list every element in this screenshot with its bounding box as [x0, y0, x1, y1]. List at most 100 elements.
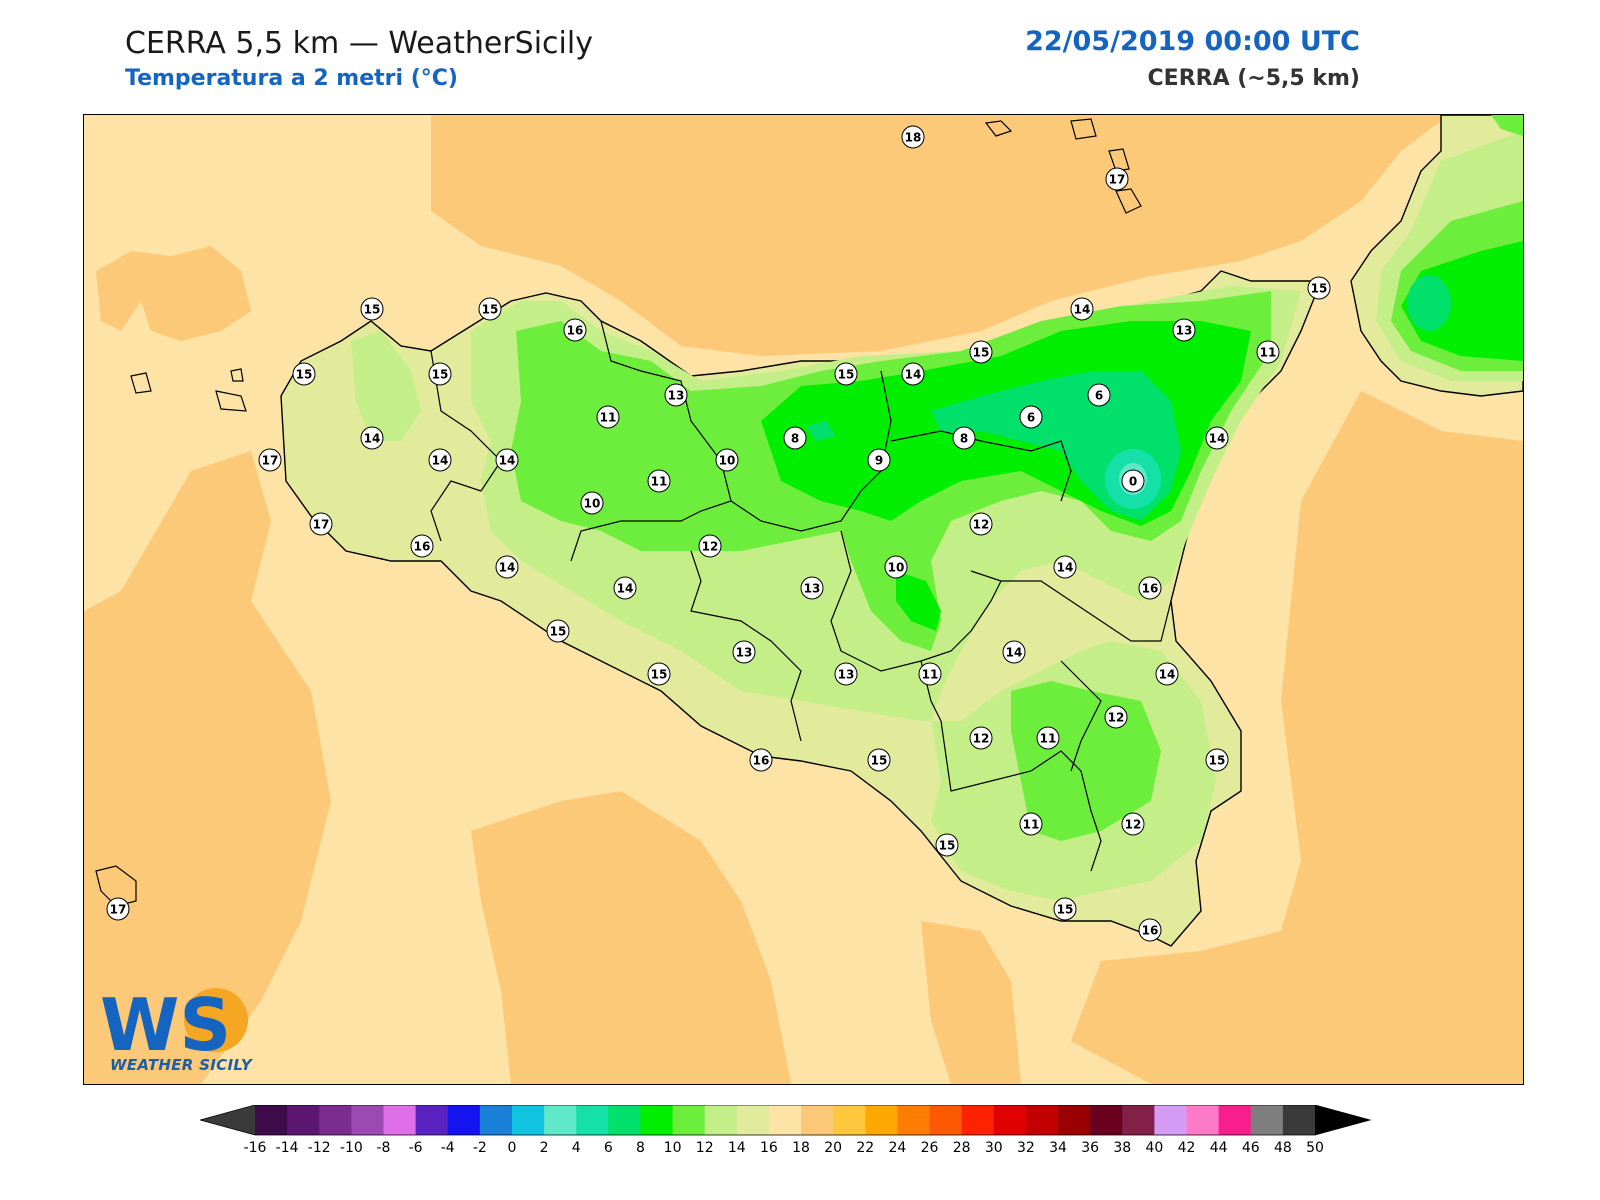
colorbar-tick-label: -2: [473, 1140, 487, 1156]
station-value: 14: [499, 561, 516, 575]
warm-sea-south-central: [471, 791, 791, 1084]
temperature-colorbar: -16 -14 -12 -10 -8 -6 -4 -2 0 2 4 6 8 10 12 14 16 18 20 22 2…: [200, 1105, 1372, 1156]
colorbar-arrow-max: [1315, 1105, 1370, 1135]
station-marker: [1053, 555, 1077, 579]
colorbar-swatch: [897, 1105, 931, 1135]
station-value: 16: [1142, 924, 1159, 938]
colorbar-swatch: [351, 1105, 384, 1135]
colorbar-swatch: [1250, 1105, 1284, 1135]
station-marker: [1019, 405, 1043, 429]
station-marker: [1155, 662, 1179, 686]
colorbar-swatch: [415, 1105, 449, 1135]
station-marker: [698, 534, 722, 558]
station-marker: [901, 125, 925, 149]
station-marker: [596, 405, 620, 429]
station-value: 14: [364, 432, 381, 446]
station-value: 15: [550, 625, 567, 639]
station-value: 16: [567, 324, 584, 338]
station-value: 6: [1027, 411, 1035, 425]
station-value: 16: [1142, 582, 1159, 596]
station-marker: [613, 576, 637, 600]
station-value: 14: [432, 454, 449, 468]
colorbar-tick-label: 40: [1145, 1140, 1163, 1156]
station-value: 11: [651, 475, 668, 489]
island-salina: [1070, 118, 1097, 140]
map-subtitle: Temperatura a 2 metri (°C): [125, 66, 458, 91]
station-value: 16: [414, 540, 431, 554]
island-egadi-3: [230, 368, 244, 382]
station-value: 14: [1159, 668, 1176, 682]
station-marker: [834, 662, 858, 686]
colorbar-tick-label: 48: [1274, 1140, 1292, 1156]
station-marker: [1172, 318, 1196, 342]
colorbar-swatch: [319, 1105, 352, 1135]
station-value: 15: [1311, 282, 1328, 296]
colorbar-swatch: [1025, 1105, 1059, 1135]
temp-band-10-south: [896, 571, 941, 631]
station-value: 12: [1125, 818, 1142, 832]
colorbar-tick-label: 18: [792, 1140, 810, 1156]
station-marker: [1105, 167, 1129, 191]
station-value: 16: [753, 754, 770, 768]
colorbar-swatch: [640, 1105, 674, 1135]
station-marker: [732, 640, 756, 664]
station-value: 12: [973, 518, 990, 532]
island-vulcano: [1115, 188, 1142, 214]
station-value: 15: [364, 303, 381, 317]
station-marker: [106, 897, 130, 921]
station-marker: [969, 726, 993, 750]
colorbar-tick-label: -10: [340, 1140, 363, 1156]
station-marker: [1138, 576, 1162, 600]
colorbar-tick-label: 32: [1017, 1140, 1035, 1156]
colorbar-tick-label: -4: [441, 1140, 455, 1156]
colorbar-swatch: [511, 1105, 545, 1135]
station-marker: [884, 555, 908, 579]
station-value: 17: [262, 454, 279, 468]
station-value: 0: [1129, 475, 1137, 489]
colorbar-swatch: [929, 1105, 963, 1135]
station-marker: [428, 448, 452, 472]
warm-sea-southeast: [1071, 391, 1523, 1084]
station-marker: [749, 748, 773, 772]
station-value: 15: [296, 368, 313, 382]
station-value: 13: [838, 668, 855, 682]
province-borders: [430, 320, 1172, 872]
station-marker: [834, 362, 858, 386]
station-marker: [647, 662, 671, 686]
station-value: 12: [702, 540, 719, 554]
colorbar-swatch: [287, 1105, 320, 1135]
station-marker: [478, 297, 502, 321]
colorbar-swatch: [865, 1105, 898, 1135]
temp-band-14-west: [351, 331, 421, 441]
colorbar-swatch: [736, 1105, 770, 1135]
station-marker: [1307, 276, 1331, 300]
colorbar-tick-label: 10: [664, 1140, 682, 1156]
colorbar-swatch: [608, 1105, 641, 1135]
station-value: 14: [617, 582, 634, 596]
colorbar-tick-label: 38: [1113, 1140, 1131, 1156]
station-value: 13: [736, 646, 753, 660]
station-value: 15: [1057, 903, 1074, 917]
station-value: 14: [1057, 561, 1074, 575]
colorbar-tick-label: -12: [308, 1140, 331, 1156]
colorbar-tick-label: 34: [1049, 1140, 1067, 1156]
colorbar-tick-label: 26: [921, 1140, 939, 1156]
station-value: 15: [1209, 754, 1226, 768]
station-marker: [952, 426, 976, 450]
station-value: 11: [1040, 732, 1057, 746]
colorbar-swatch: [544, 1105, 577, 1135]
station-marker: [715, 448, 739, 472]
colorbar-swatch: [383, 1105, 417, 1135]
colorbar-tick-label: 12: [696, 1140, 714, 1156]
station-marker: [1205, 748, 1229, 772]
colorbar-tick-label: 36: [1081, 1140, 1099, 1156]
colorbar-tick-label: -8: [377, 1140, 391, 1156]
logo-letters: WS: [100, 983, 231, 1067]
station-value: 14: [905, 368, 922, 382]
colorbar-swatch: [447, 1105, 481, 1135]
colorbar-swatch: [1218, 1105, 1252, 1135]
colorbar-swatch: [801, 1105, 834, 1135]
station-marker: [664, 383, 688, 407]
colorbar-swatch: [672, 1105, 706, 1135]
station-value: 10: [584, 497, 601, 511]
